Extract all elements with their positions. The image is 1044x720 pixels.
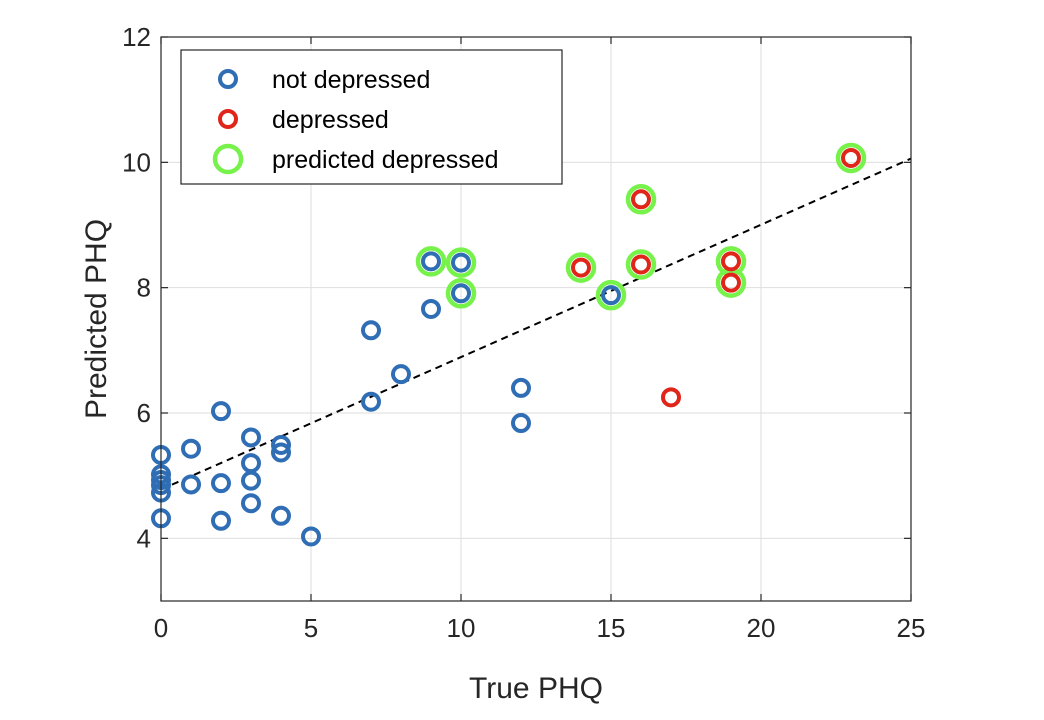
point-depressed [631, 254, 651, 275]
legend: not depressed depressed predicted depresse… [180, 49, 563, 185]
point-not-depressed [421, 298, 441, 319]
legend-label: predicted depressed [272, 146, 499, 174]
point-not-depressed [271, 442, 291, 463]
point-not-depressed [211, 473, 231, 494]
x-tick-label: 15 [597, 613, 626, 643]
point-predicted-depressed [625, 184, 657, 215]
point-not-depressed [271, 434, 291, 455]
point-depressed [631, 189, 651, 210]
point-not-depressed [211, 401, 231, 422]
trend-line [160, 157, 912, 491]
point-not-depressed [391, 364, 411, 385]
point-not-depressed [451, 252, 471, 273]
legend-marker-depressed [218, 109, 238, 129]
point-not-depressed [601, 285, 621, 306]
point-not-depressed [271, 505, 291, 526]
data-points [151, 142, 867, 547]
point-not-depressed [451, 283, 471, 304]
point-not-depressed [181, 438, 201, 459]
point-depressed [571, 257, 591, 278]
point-predicted-depressed [415, 246, 447, 277]
legend-marker-predicted-depressed [212, 143, 244, 175]
point-predicted-depressed [595, 279, 627, 311]
point-predicted-depressed [445, 247, 477, 278]
trend-line-group [160, 157, 912, 491]
x-tick-label: 5 [304, 613, 318, 643]
legend-marker-not-depressed [218, 69, 238, 89]
point-depressed [661, 387, 681, 408]
point-not-depressed [211, 510, 231, 531]
point-not-depressed [361, 391, 381, 412]
x-tick-label: 25 [897, 613, 926, 643]
point-predicted-depressed [565, 252, 597, 283]
point-predicted-depressed [625, 249, 657, 280]
point-not-depressed [241, 470, 261, 491]
x-tick-label: 20 [747, 613, 776, 643]
y-tick-label: 6 [137, 398, 151, 428]
y-tick-label: 8 [137, 273, 151, 303]
point-predicted-depressed [445, 278, 477, 309]
point-not-depressed [301, 526, 321, 547]
point-depressed [721, 251, 741, 272]
legend-box [180, 49, 563, 185]
y-tick-label: 4 [137, 523, 151, 553]
point-not-depressed [241, 427, 261, 448]
point-not-depressed [361, 320, 381, 341]
y-axis-label: Predicted PHQ [80, 219, 113, 419]
legend-label: not depressed [272, 66, 430, 94]
point-predicted-depressed [835, 142, 867, 174]
x-tick-label: 10 [447, 613, 476, 643]
axis-ticks: 0 5 10 15 20 25 4 6 8 10 12 [122, 22, 925, 643]
point-depressed [841, 147, 861, 168]
point-not-depressed [181, 474, 201, 495]
point-not-depressed [421, 251, 441, 272]
plot-frame [160, 36, 912, 602]
x-axis-label: True PHQ [469, 672, 603, 705]
y-tick-label: 10 [122, 147, 151, 177]
point-not-depressed [511, 377, 531, 398]
point-not-depressed [241, 493, 261, 514]
point-not-depressed [241, 453, 261, 474]
x-tick-label: 0 [154, 613, 168, 643]
legend-label: depressed [272, 106, 389, 134]
point-not-depressed [511, 413, 531, 434]
point-depressed [721, 272, 741, 293]
y-tick-label: 12 [122, 22, 151, 52]
